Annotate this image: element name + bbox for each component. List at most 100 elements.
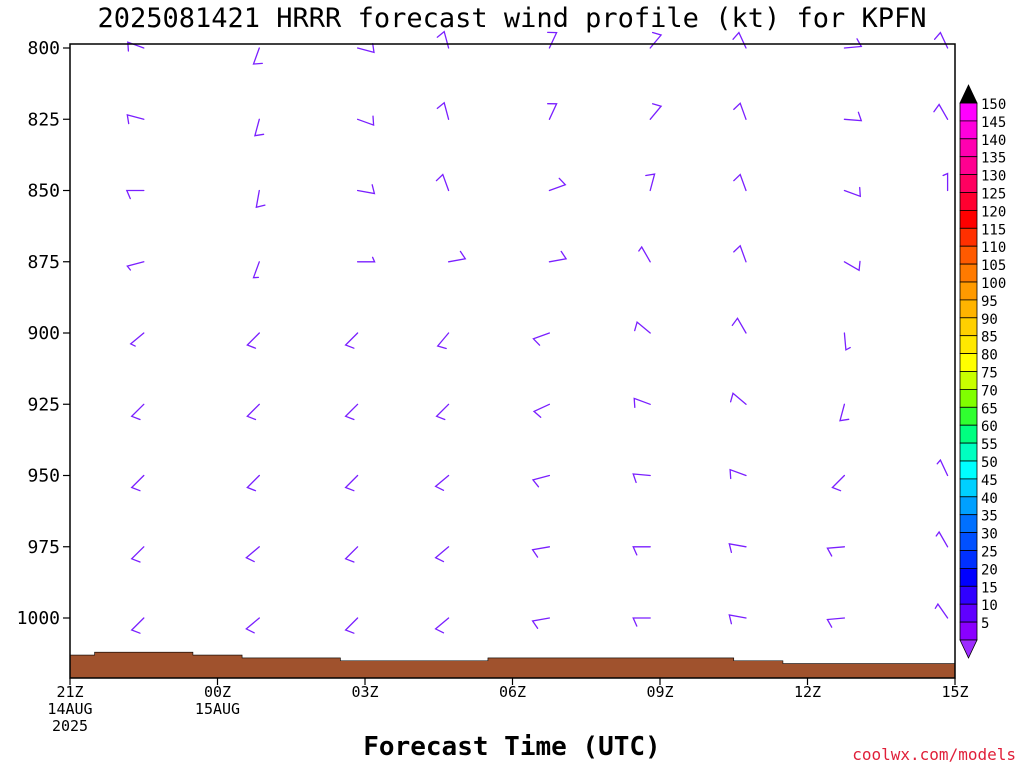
wind-barb <box>634 320 651 334</box>
wind-barb <box>130 546 145 563</box>
colorbar-swatch <box>959 335 978 355</box>
colorbar-label: 50 <box>981 455 998 471</box>
colorbar-swatch <box>959 442 978 462</box>
colorbar-swatch <box>959 424 978 444</box>
wind-barb <box>826 617 846 628</box>
wind-barb <box>733 173 747 192</box>
x-tick-label: 06Z <box>499 683 526 701</box>
colorbar-label: 5 <box>981 616 989 632</box>
colorbar-label: 140 <box>981 133 1006 149</box>
plot-frame <box>69 43 956 679</box>
colorbar-swatch <box>959 621 978 641</box>
x-tick-label: 14AUG <box>47 700 92 718</box>
colorbar-swatch <box>959 192 978 211</box>
colorbar-label: 125 <box>981 187 1006 203</box>
wind-barb <box>531 617 551 629</box>
wind-barb <box>935 530 949 548</box>
wind-barb <box>255 189 266 209</box>
surface-terrain <box>69 651 956 679</box>
colorbar-label: 80 <box>981 348 998 364</box>
colorbar-label: 40 <box>981 491 998 507</box>
x-tick-label: 12Z <box>794 683 821 701</box>
y-tick-label: 800 <box>27 38 60 59</box>
wind-barb <box>732 31 747 49</box>
wind-barb <box>548 250 568 263</box>
wind-barb <box>729 392 747 405</box>
wind-barb <box>843 332 851 351</box>
y-tick-label: 950 <box>27 466 60 487</box>
colorbar-swatch <box>959 460 978 480</box>
wind-barb <box>252 47 263 65</box>
wind-barb <box>843 186 862 198</box>
wind-barb <box>434 474 450 491</box>
colorbar-swatch <box>959 514 978 534</box>
y-tick-label: 875 <box>27 252 60 273</box>
wind-barb <box>729 468 747 480</box>
y-tick-label: 900 <box>27 323 60 344</box>
colorbar-label: 60 <box>981 419 998 435</box>
wind-barb <box>245 617 260 634</box>
wind-barb <box>125 189 145 200</box>
wind-barb <box>435 173 450 192</box>
colorbar-top-arrow <box>959 84 978 104</box>
wind-barb <box>344 617 359 634</box>
y-tick-label: 850 <box>27 181 60 202</box>
colorbar-swatch <box>959 138 978 158</box>
wind-barb <box>356 42 375 54</box>
colorbar-label: 25 <box>981 545 998 561</box>
colorbar-swatch <box>959 568 978 587</box>
wind-barb <box>547 103 558 120</box>
colorbar-swatch <box>959 585 978 605</box>
y-tick-label: 925 <box>27 394 60 415</box>
colorbar-label: 130 <box>981 169 1006 185</box>
wind-barb <box>826 546 846 557</box>
wind-barb <box>933 103 949 120</box>
wind-barb <box>942 172 949 192</box>
colorbar-swatch <box>959 317 978 337</box>
wind-barb <box>531 474 551 488</box>
wind-barb <box>936 458 949 477</box>
colorbar-label: 150 <box>981 97 1006 113</box>
wind-barb <box>638 245 651 263</box>
wind-barb <box>130 617 145 634</box>
colorbar-swatch <box>959 496 978 516</box>
wind-barb <box>130 474 145 492</box>
colorbar-label: 90 <box>981 312 998 328</box>
colorbar-label: 30 <box>981 527 998 543</box>
colorbar-label: 115 <box>981 222 1006 238</box>
colorbar-label: 45 <box>981 473 998 489</box>
credit-link[interactable]: coolwx.com/models <box>852 745 1016 764</box>
colorbar-swatch <box>959 263 978 283</box>
colorbar-swatch <box>959 478 978 498</box>
colorbar-label: 135 <box>981 151 1006 167</box>
wind-barb <box>252 261 260 279</box>
colorbar-label: 120 <box>981 204 1006 220</box>
colorbar-swatch <box>959 227 978 247</box>
colorbar-swatch <box>959 299 978 319</box>
wind-barb <box>344 546 359 563</box>
wind-barb <box>434 546 450 563</box>
colorbar-label: 100 <box>981 276 1006 292</box>
colorbar-swatch <box>959 209 978 229</box>
colorbar-swatch <box>959 406 978 426</box>
colorbar-swatch <box>959 102 978 122</box>
wind-barb <box>839 403 850 422</box>
x-tick-label: 21Z <box>56 683 83 701</box>
colorbar-label: 85 <box>981 330 998 346</box>
wind-barb <box>344 403 359 421</box>
colorbar-label: 65 <box>981 401 998 417</box>
y-tick-label: 825 <box>27 109 60 130</box>
wind-barb <box>127 41 145 52</box>
colorbar-swatch <box>959 550 978 569</box>
wind-barb <box>733 102 747 120</box>
wind-barb <box>246 474 260 492</box>
wind-barb <box>728 614 747 625</box>
colorbar-swatch <box>959 156 978 175</box>
wind-barb <box>728 542 747 554</box>
wind-barb <box>356 184 376 195</box>
wind-barb <box>129 332 145 347</box>
wind-barb <box>434 617 450 634</box>
wind-barb <box>246 403 260 421</box>
wind-barb <box>843 260 861 272</box>
